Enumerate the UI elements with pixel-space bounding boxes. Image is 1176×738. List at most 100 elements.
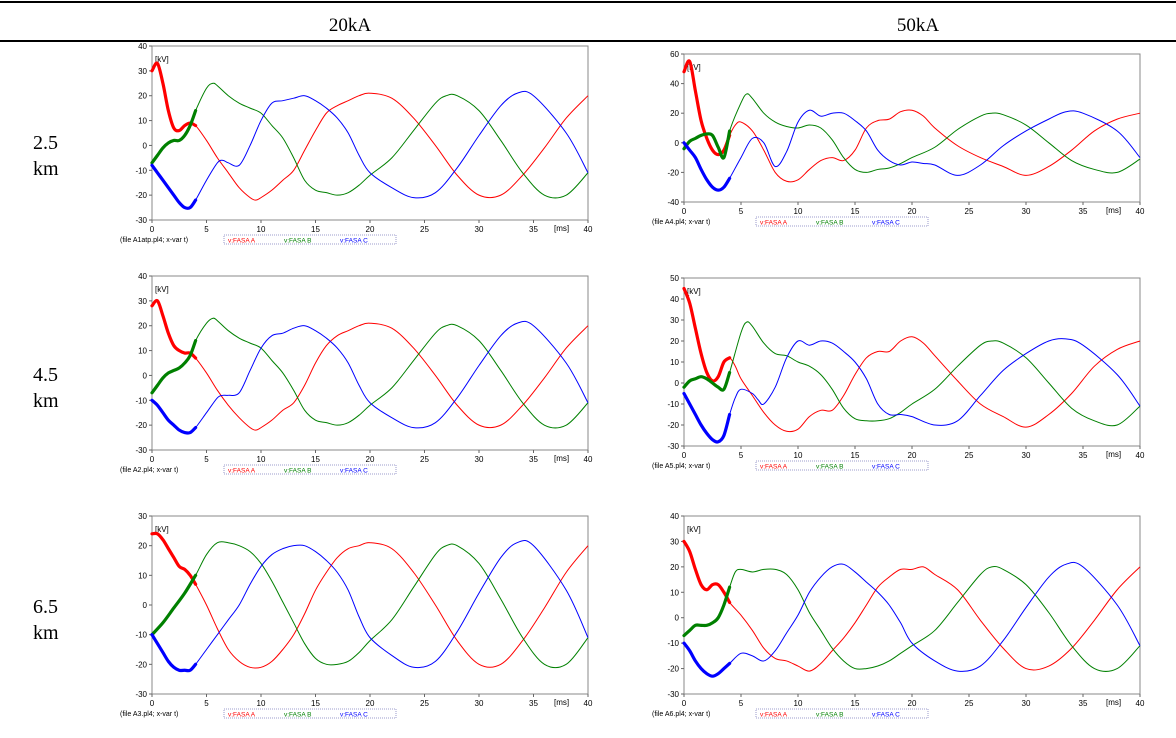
x-tick-label: 5 [739,451,744,460]
x-tick-label: 0 [150,699,155,708]
y-tick-label: 10 [138,571,147,580]
x-tick-label: 25 [965,699,974,708]
series-line-transient [682,141,732,192]
y-tick-label: -20 [667,665,679,674]
x-tick-label: 35 [529,699,538,708]
x-tick-label: 10 [257,455,266,464]
file-footer: (file A1atp.pl4; x-var t) [120,237,188,244]
x-tick-label: 25 [420,699,429,708]
plot-frame [683,515,1141,695]
y-tick-label: 40 [670,512,679,521]
y-axis-label: [kV] [155,285,169,294]
x-tick-label: 30 [475,225,484,234]
x-tick-label: 20 [366,225,375,234]
y-tick-label: -30 [667,690,679,699]
y-tick-label: 20 [138,542,147,551]
file-footer: (file A6.pl4; x-var t) [652,711,710,718]
x-tick-label: 35 [1079,699,1088,708]
x-tick-label: 35 [529,225,538,234]
y-tick-label: -30 [667,442,679,451]
x-tick-label: 20 [908,699,917,708]
y-tick-label: 0 [143,601,148,610]
col-header-50ka: 50kA [896,15,940,36]
col-header-20ka: 20kA [328,15,372,36]
y-tick-label: -40 [667,198,679,207]
file-footer: (file A3.pl4; x-var t) [120,711,178,718]
legend-entry: v:FASA A [760,712,788,719]
series-line-transient [150,398,198,435]
x-tick-label: 35 [1079,451,1088,460]
x-tick-label: 30 [1022,699,1031,708]
x-tick-label: 40 [584,455,593,464]
x-tick-label: 5 [739,699,744,708]
x-tick-label: 25 [965,207,974,216]
series-line-transient [682,370,732,392]
y-tick-label: -20 [667,168,679,177]
y-tick-label: 10 [138,117,147,126]
x-tick-label: 40 [584,699,593,708]
y-tick-label: -20 [135,421,147,430]
plot-frame [151,45,589,221]
y-tick-label: 0 [675,139,680,148]
series-line-transient [150,298,198,360]
x-tick-label: 10 [794,699,803,708]
x-tick-label: 10 [794,451,803,460]
series-line-transient [682,129,732,160]
legend-entry: v:FASA B [284,468,311,475]
x-tick-label: 15 [311,455,320,464]
y-tick-label: 30 [670,537,679,546]
plot-frame [151,515,589,695]
y-tick-label: 30 [138,67,147,76]
chart-2-5km-20ka: -30 -20 -10 0 10 20 30 40 0 5 10 15 20 25 30 35 40 [kV] [m… [120,42,593,245]
y-tick-label: 20 [138,92,147,101]
plot-frame [683,53,1141,203]
row-label-2-5km: 2.5 km [33,130,59,182]
y-tick-label: 60 [670,50,679,59]
x-tick-label: 0 [150,455,155,464]
x-tick-label: 35 [529,455,538,464]
y-axis-label: [kV] [687,63,701,72]
x-tick-label: 5 [204,699,209,708]
x-tick-label: 25 [420,225,429,234]
y-tick-label: 40 [138,42,147,51]
x-axis-label: [ms] [1106,450,1121,459]
x-tick-label: 25 [420,455,429,464]
x-tick-label: 40 [1136,699,1145,708]
legend-box [223,708,397,719]
x-tick-label: 0 [682,699,687,708]
y-tick-label: 20 [138,322,147,331]
x-tick-label: 25 [965,451,974,460]
y-axis-label: [kV] [687,525,701,534]
y-axis-label: [kV] [155,55,169,64]
legend-entry: v:FASA C [340,468,368,475]
y-tick-label: 10 [670,358,679,367]
series-line-transient [682,641,732,678]
file-footer: (file A5.pl4; x-var t) [652,463,710,470]
legend-entry: v:FASA C [872,220,900,227]
legend-entry: v:FASA B [816,464,843,471]
chart-4-5km-20ka: -30 -20 -10 0 10 20 30 40 0 5 10 15 20 25 30 35 40 [kV] [m… [120,272,593,475]
x-tick-label: 0 [682,451,687,460]
y-tick-label: 10 [670,588,679,597]
series-line-transient [682,539,732,605]
y-tick-label: -20 [135,191,147,200]
y-tick-label: 40 [670,80,679,89]
y-tick-label: 40 [138,272,147,281]
series-line-transient [150,109,198,165]
row-label-unit: km [33,390,59,412]
top-rule [0,1,1176,3]
file-footer: (file A2.pl4; x-var t) [120,467,178,474]
row-label-value: 6.5 [33,596,58,618]
y-tick-label: 20 [670,109,679,118]
legend-entry: v:FASA B [816,712,843,719]
file-footer: (file A4.pl4; x-var t) [652,219,710,226]
x-tick-label: 30 [1022,451,1031,460]
x-axis-label: [ms] [1106,698,1121,707]
x-tick-label: 15 [311,225,320,234]
legend-box [755,460,929,471]
legend-entry: v:FASA A [228,238,256,245]
x-tick-label: 20 [908,451,917,460]
series-line-transient [682,391,732,444]
series-line [151,541,589,669]
series-line-transient [150,633,198,673]
